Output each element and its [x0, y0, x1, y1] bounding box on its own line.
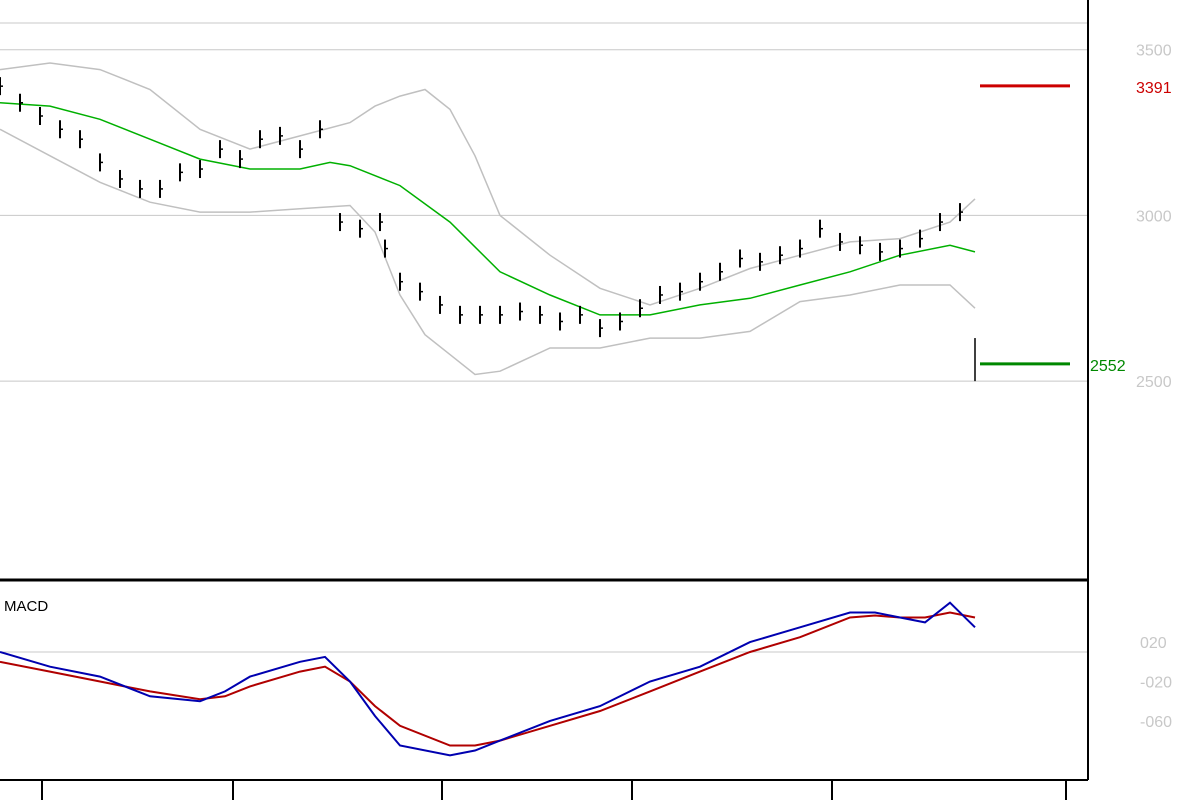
- resistance-label: 3391: [1136, 80, 1172, 97]
- macd-axis-ticks: 020 -020 -060: [1140, 635, 1172, 731]
- macd-tick-label: 020: [1140, 635, 1167, 652]
- support-label: 2552: [1090, 358, 1126, 375]
- price-tick-label: 3500: [1136, 43, 1172, 60]
- bollinger-upper-line: [0, 62, 976, 306]
- macd-line: [0, 601, 976, 757]
- bollinger-bands: [0, 62, 976, 376]
- macd-panel: MACD 020 -020 -060: [0, 598, 1172, 757]
- price-panel: 3391 2552 3500 3000 2500: [0, 22, 1172, 391]
- chart-frame: [0, 0, 1089, 800]
- price-reference-levels: 3391 2552: [980, 80, 1172, 375]
- macd-title: MACD: [4, 598, 48, 615]
- macd-tick-label: -020: [1140, 675, 1172, 692]
- price-axis-ticks: 3500 3000 2500: [1136, 43, 1172, 391]
- macd-tick-label: -060: [1140, 714, 1172, 731]
- price-bars: [0, 77, 976, 382]
- bollinger-lower-line: [0, 128, 976, 376]
- moving-average: [0, 101, 976, 316]
- price-gridlines: [0, 22, 1088, 382]
- price-tick-label: 3000: [1136, 208, 1172, 225]
- macd-lines: [0, 601, 976, 757]
- moving-average-line: [0, 101, 976, 316]
- price-tick-label: 2500: [1136, 374, 1172, 391]
